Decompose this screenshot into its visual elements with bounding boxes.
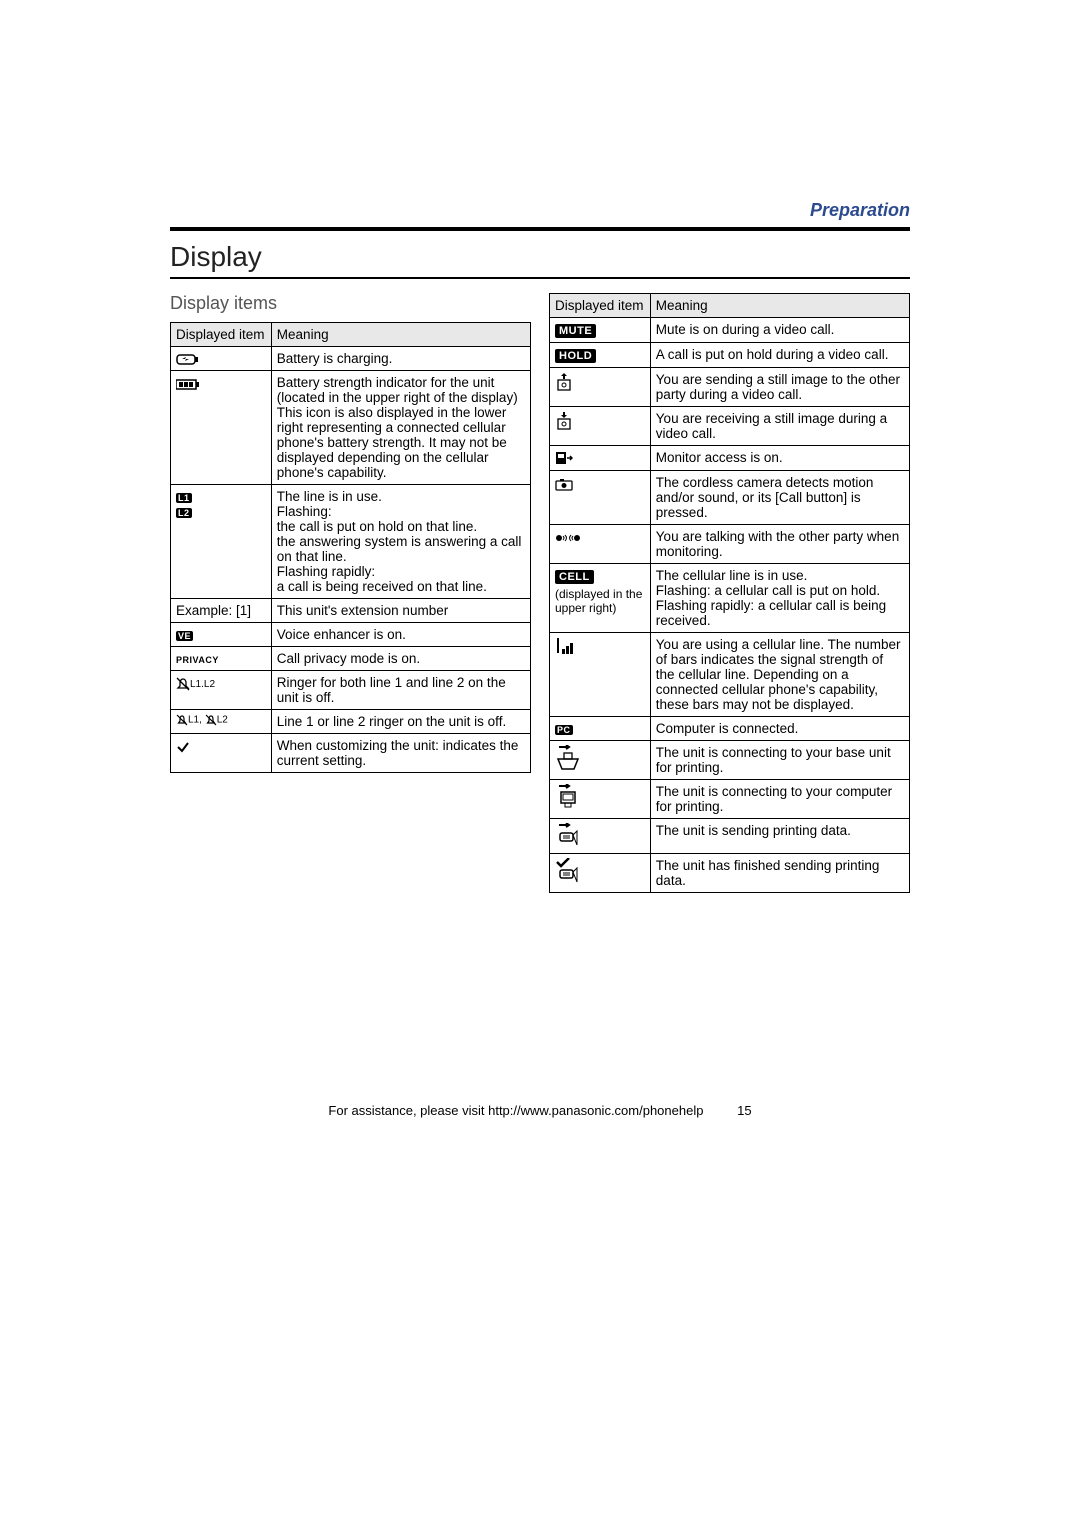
line-icon: L1 L2 — [171, 485, 272, 599]
rule-thin — [170, 277, 910, 279]
th-item: Displayed item — [171, 323, 272, 347]
cell-meaning: Line 1 or line 2 ringer on the unit is o… — [271, 710, 530, 734]
print-done-icon — [550, 854, 651, 893]
cell-meaning: The unit is connecting to your base unit… — [650, 741, 909, 780]
page-number: 15 — [737, 1103, 751, 1118]
intercom-icon — [550, 525, 651, 564]
table-row: PC Computer is connected. — [550, 717, 910, 741]
cell-meaning: Ringer for both line 1 and line 2 on the… — [271, 671, 530, 710]
ringer-off-sep-icon: L1, L2 — [171, 710, 272, 734]
table-row: Battery strength indicator for the unit … — [171, 371, 531, 485]
section-header: Preparation — [170, 200, 910, 221]
th-meaning: Meaning — [650, 294, 909, 318]
cell-meaning: Call privacy mode is on. — [271, 647, 530, 671]
mute-icon: MUTE — [550, 318, 651, 343]
table-row: The unit has finished sending printing d… — [550, 854, 910, 893]
example-label: Example: [1] — [171, 599, 272, 623]
table-row: L1.L2 Ringer for both line 1 and line 2 … — [171, 671, 531, 710]
subtitle: Display items — [170, 293, 531, 314]
table-row: You are receiving a still image during a… — [550, 407, 910, 446]
table-row: VE Voice enhancer is on. — [171, 623, 531, 647]
cell-meaning: You are receiving a still image during a… — [650, 407, 909, 446]
table-row: MUTE Mute is on during a video call. — [550, 318, 910, 343]
cell-meaning: The cordless camera detects motion and/o… — [650, 471, 909, 525]
right-table: Displayed item Meaning MUTE Mute is on d… — [549, 293, 910, 893]
battery-icon — [171, 371, 272, 485]
print-base-icon — [550, 741, 651, 780]
cell-icon: CELL (displayed in the upper right) — [550, 564, 651, 633]
right-column: Displayed item Meaning MUTE Mute is on d… — [549, 293, 910, 893]
table-row: Monitor access is on. — [550, 446, 910, 471]
print-pc-icon — [550, 780, 651, 819]
footer: For assistance, please visit http://www.… — [0, 1103, 1080, 1118]
table-row: The unit is connecting to your base unit… — [550, 741, 910, 780]
table-row: L1 L2 The line is in use. Flashing: the … — [171, 485, 531, 599]
table-row: You are sending a still image to the oth… — [550, 368, 910, 407]
table-row: CELL (displayed in the upper right) The … — [550, 564, 910, 633]
cell-meaning: The line is in use. Flashing: the call i… — [271, 485, 530, 599]
privacy-icon: PRIVACY — [171, 647, 272, 671]
page-title: Display — [170, 241, 910, 273]
cell-meaning: The unit is sending printing data. — [650, 819, 909, 854]
table-row: You are talking with the other party whe… — [550, 525, 910, 564]
table-row: Battery is charging. — [171, 347, 531, 371]
print-send-icon — [550, 819, 651, 854]
cell-meaning: The cellular line is in use. Flashing: a… — [650, 564, 909, 633]
table-row: The unit is sending printing data. — [550, 819, 910, 854]
cell-meaning: You are using a cellular line. The numbe… — [650, 633, 909, 717]
cell-meaning: Battery is charging. — [271, 347, 530, 371]
table-row: HOLD A call is put on hold during a vide… — [550, 343, 910, 368]
table-row: The cordless camera detects motion and/o… — [550, 471, 910, 525]
cell-meaning: The unit has finished sending printing d… — [650, 854, 909, 893]
cell-meaning: Battery strength indicator for the unit … — [271, 371, 530, 485]
signal-icon — [550, 633, 651, 717]
table-row: Example: [1] This unit's extension numbe… — [171, 599, 531, 623]
table-row: PRIVACY Call privacy mode is on. — [171, 647, 531, 671]
cell-meaning: Monitor access is on. — [650, 446, 909, 471]
rule-thick — [170, 227, 910, 231]
cell-meaning: You are talking with the other party whe… — [650, 525, 909, 564]
cell-meaning: This unit's extension number — [271, 599, 530, 623]
th-meaning: Meaning — [271, 323, 530, 347]
hold-icon: HOLD — [550, 343, 651, 368]
cell-meaning: When customizing the unit: indicates the… — [271, 734, 530, 773]
pc-icon: PC — [550, 717, 651, 741]
cell-meaning: Computer is connected. — [650, 717, 909, 741]
table-row: When customizing the unit: indicates the… — [171, 734, 531, 773]
cell-meaning: You are sending a still image to the oth… — [650, 368, 909, 407]
th-item: Displayed item — [550, 294, 651, 318]
table-row: You are using a cellular line. The numbe… — [550, 633, 910, 717]
monitor-icon — [550, 446, 651, 471]
check-icon — [171, 734, 272, 773]
cell-meaning: Voice enhancer is on. — [271, 623, 530, 647]
cell-meaning: The unit is connecting to your computer … — [650, 780, 909, 819]
ringer-off-both-icon: L1.L2 — [171, 671, 272, 710]
table-row: The unit is connecting to your computer … — [550, 780, 910, 819]
camera-icon — [550, 471, 651, 525]
left-table: Displayed item Meaning Battery is chargi… — [170, 322, 531, 773]
ve-icon: VE — [171, 623, 272, 647]
recv-image-icon — [550, 407, 651, 446]
cell-meaning: A call is put on hold during a video cal… — [650, 343, 909, 368]
footer-text: For assistance, please visit http://www.… — [328, 1103, 703, 1118]
left-column: Display items Displayed item Meaning Bat… — [170, 293, 531, 893]
cell-meaning: Mute is on during a video call. — [650, 318, 909, 343]
send-image-icon — [550, 368, 651, 407]
charging-icon — [171, 347, 272, 371]
table-row: L1, L2 Line 1 or line 2 ringer on the un… — [171, 710, 531, 734]
